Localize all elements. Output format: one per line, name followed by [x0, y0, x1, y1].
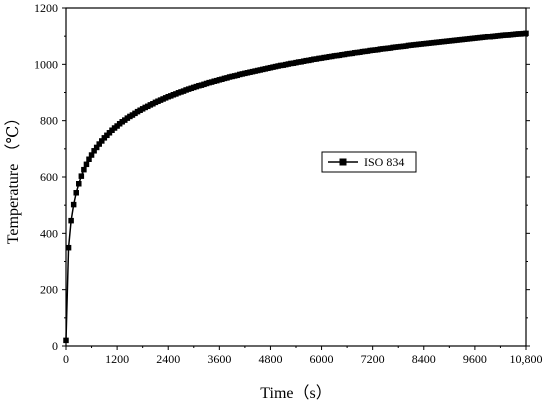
series-layer: [63, 30, 529, 344]
legend-square-marker-icon: [339, 158, 347, 166]
data-point-marker: [78, 173, 85, 179]
x-tick-label: 8400: [412, 352, 436, 366]
data-point-marker: [91, 148, 97, 154]
plot-frame: [65, 7, 527, 347]
x-tick-label: 0: [63, 352, 69, 366]
data-point-marker: [93, 144, 100, 151]
x-tick-label: 2400: [156, 352, 180, 366]
x-tick-label: 9600: [463, 352, 487, 366]
data-point-marker: [86, 156, 92, 163]
data-point-marker: [83, 161, 90, 168]
x-tick-label: 3600: [207, 352, 231, 366]
x-tick-label: 7200: [361, 352, 385, 366]
data-point-marker: [65, 244, 72, 251]
x-tick-label: 1200: [105, 352, 129, 366]
y-axis-title: Temperature （℃）: [4, 110, 22, 245]
y-tick-label: 800: [40, 114, 58, 128]
y-tick-label: 0: [52, 339, 58, 353]
legend-label: ISO 834: [364, 155, 404, 169]
data-point-marker: [76, 181, 82, 187]
x-axis-ticks: 0 1200 2400 3600 4800 6000 7200 8400 9600 10,800: [63, 346, 543, 366]
y-tick-label: 200: [40, 283, 58, 297]
legend-box: [321, 151, 417, 173]
data-point-marker: [96, 141, 102, 147]
data-point-marker: [68, 217, 74, 224]
x-tick-label: 4800: [258, 352, 282, 366]
data-point-marker: [99, 138, 105, 144]
data-point-marker: [73, 190, 79, 196]
y-tick-label: 600: [40, 170, 58, 184]
x-tick-label: 10,800: [510, 352, 543, 366]
y-tick-label: 400: [40, 226, 58, 240]
y-axis-ticks: 0 200 400 600 800 1000 1200: [34, 1, 530, 353]
y-tick-label: 1200: [34, 1, 58, 15]
data-point-marker: [70, 201, 77, 208]
data-point-marker: [88, 152, 95, 158]
data-point-marker: [81, 166, 87, 173]
x-tick-label: 6000: [310, 352, 334, 366]
legend: ISO 834: [321, 151, 417, 173]
y-tick-label: 1000: [34, 57, 58, 71]
x-axis-title: Time（s）: [260, 384, 331, 402]
